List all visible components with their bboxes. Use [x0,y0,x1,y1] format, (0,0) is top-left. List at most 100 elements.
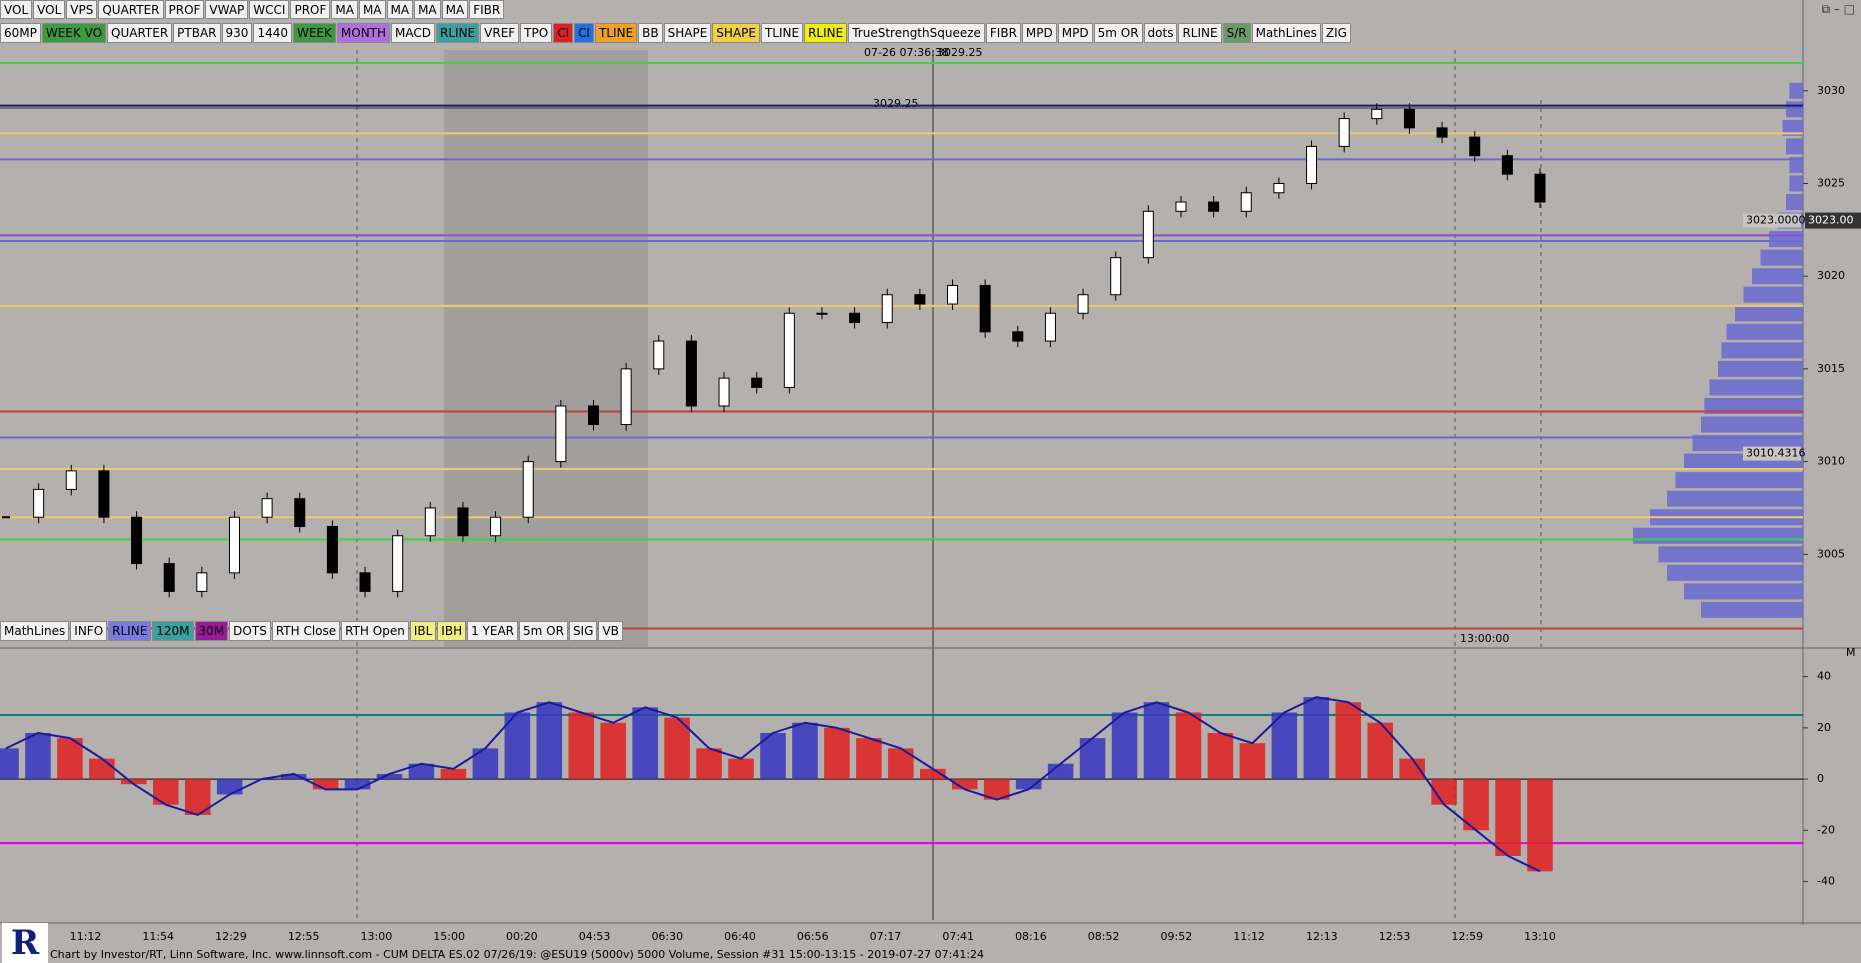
profile-bar [1701,416,1803,433]
toolbar-button[interactable]: S/R [1222,23,1251,43]
candle [1044,312,1056,342]
logo: R [2,923,48,963]
toolbar-button[interactable]: VB [598,621,623,641]
toolbar-button[interactable]: RTH Open [341,621,409,641]
high-label: 3029.25 [873,97,919,110]
oscillator-bar [121,779,147,785]
oscillator-bar [1207,732,1234,780]
toolbar-button[interactable]: 1440 [253,23,292,43]
toolbar-button[interactable]: MACD [391,23,436,43]
toolbar-button[interactable]: MONTH [336,23,391,43]
toolbar-button[interactable]: TrueStrengthSqueeze [848,23,985,43]
toolbar-button[interactable]: RLINE [108,621,152,641]
oscillator-bar [568,712,595,780]
toolbar-button[interactable]: DOTS [229,621,271,641]
toolbar-button[interactable]: 5m OR [1093,23,1143,43]
oscillator-bar [280,773,307,780]
x-tick-label: 11:12 [1233,930,1265,943]
oscillator-bar [408,763,435,780]
oscillator-bar [632,707,658,780]
x-tick-label: 13:10 [1524,930,1556,943]
candle [2,516,10,519]
profile-bar [1789,156,1803,173]
toolbar-button[interactable]: INFO [70,621,108,641]
candle [1077,294,1089,314]
toolbar-button[interactable]: VOL [33,0,66,19]
oscillator-bar [983,779,1010,800]
toolbar-button[interactable]: ZIG [1321,23,1351,43]
toolbar-button[interactable]: VOL [0,0,33,19]
oscillator-bar [0,748,19,780]
toolbar-button[interactable]: QUARTER [98,0,164,19]
profile-bar [1769,231,1803,248]
toolbar-button[interactable]: PTBAR [173,23,221,43]
oscillator-bar [1303,697,1330,780]
toolbar-button[interactable]: 60MP [0,23,41,43]
y-tick-label: -20 [1817,823,1835,836]
toolbar-button[interactable]: PROF [290,0,331,19]
toolbar-button[interactable]: QUARTER [107,23,173,43]
candle [1338,118,1350,147]
toolbar-button[interactable]: MA [414,0,441,19]
profile-bar [1786,101,1803,118]
toolbar-button[interactable]: RLINE [436,23,480,43]
toolbar-button[interactable]: VWAP [205,0,249,19]
oscillator-bar [1111,712,1138,780]
toolbar-button[interactable]: MA [331,0,358,19]
profile-bar [1633,527,1803,544]
toolbar-button[interactable]: RLINE [804,23,848,43]
toolbar-button[interactable]: MPD [1057,23,1093,43]
oscillator-bar [1015,779,1042,790]
toolbar-button[interactable]: TPO [520,23,553,43]
toolbar-button[interactable]: SIG [568,621,598,641]
toolbar-button[interactable]: TLINE [595,23,638,43]
toolbar-button[interactable]: 30M [194,621,229,641]
profile-bar [1786,138,1803,155]
toolbar-button[interactable]: MA [441,0,469,19]
toolbar-button[interactable]: WEEK VO [41,23,107,43]
toolbar-button[interactable]: SHAPE [663,23,712,43]
candle [490,516,502,537]
toolbar-button[interactable]: RLINE [1178,23,1222,43]
toolbar-button[interactable]: 120M [152,621,194,641]
candle [1501,155,1513,175]
toolbar-button[interactable]: WCCI [249,0,290,19]
toolbar-button[interactable]: CI [553,23,574,43]
toolbar-button[interactable]: BB [638,23,663,43]
oscillator-bar [25,732,51,780]
toolbar-button[interactable]: FIBR [469,0,505,19]
toolbar-button[interactable]: IBH [437,621,467,641]
candle [163,563,175,592]
toolbar-button[interactable]: MPD [1021,23,1057,43]
toolbar-button[interactable]: VREF [480,23,520,43]
toolbar-button[interactable]: CI [574,23,595,43]
toolbar-button[interactable]: 5m OR [519,621,568,641]
candle [228,516,240,574]
x-tick-label: 12:53 [1379,930,1411,943]
toolbar-button[interactable]: WEEK [292,23,336,43]
toolbar-button[interactable]: dots [1143,23,1178,43]
toolbar-button[interactable]: IBL [409,621,437,641]
x-tick-label: 11:54 [142,930,174,943]
toolbar-button[interactable]: PROF [164,0,205,19]
toolbar-button[interactable]: MathLines [0,621,70,641]
profile-bar [1658,546,1803,563]
overlay-toolbar: MathLines INFO RLINE 120M 30M DOTS RTH Close RT… [0,621,623,641]
toolbar-button[interactable]: TLINE [760,23,804,43]
axis-price-label: 3023.00 [1808,214,1854,227]
oscillator-bar [1239,743,1266,780]
toolbar-button[interactable]: VPS [66,0,98,19]
toolbar-button[interactable]: MA [358,0,386,19]
toolbar-button[interactable]: SHAPE [712,23,760,43]
toolbar-button[interactable]: RTH Close [271,621,341,641]
window-controls[interactable]: ⧉ – □ [1821,2,1855,16]
toolbar-button[interactable]: 930 [221,23,253,43]
toolbar-button[interactable]: FIBR [985,23,1021,43]
toolbar-button[interactable]: MathLines [1251,23,1321,43]
x-tick-label: 13:00 [361,930,393,943]
toolbar-button[interactable]: MA [386,0,414,19]
oscillator-bar [1399,758,1425,780]
candle [522,461,534,518]
toolbar-button[interactable]: 1 YEAR [467,621,519,641]
candle [65,470,77,490]
